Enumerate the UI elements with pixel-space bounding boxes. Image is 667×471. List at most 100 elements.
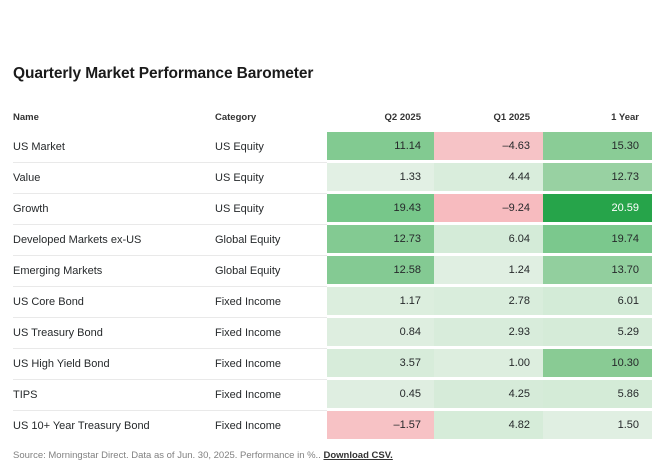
table-row: US Core Bond Fixed Income 1.17 2.78 6.01 [13, 286, 652, 317]
value-cell-1-year: 20.59 [543, 193, 652, 224]
row-name: Growth [13, 193, 215, 224]
column-header-q2-2025: Q2 2025 [384, 112, 421, 123]
value-cell-q1-2025: –9.24 [434, 193, 543, 224]
value-cell-1-year: 5.29 [543, 317, 652, 348]
table-row: Value US Equity 1.33 4.44 12.73 [13, 162, 652, 193]
row-name: US Market [13, 140, 65, 153]
value-cell-q2-2025: –1.57 [327, 410, 434, 441]
value-chip: –9.24 [434, 194, 543, 222]
value-cell-q1-2025: 4.25 [434, 379, 543, 410]
row-category: Fixed Income [215, 379, 327, 410]
value-cell-q2-2025: 11.14 [327, 131, 434, 162]
row-category: US Equity [215, 140, 264, 153]
table-row: Emerging Markets Global Equity 12.58 1.2… [13, 255, 652, 286]
value-chip: 2.93 [434, 318, 543, 346]
value-chip: 0.84 [327, 318, 434, 346]
value-chip: 20.59 [543, 194, 652, 222]
value-chip: 12.58 [327, 256, 434, 284]
row-category: Fixed Income [215, 410, 327, 441]
value-chip: 2.78 [434, 287, 543, 315]
download-csv-link[interactable]: Download CSV. [323, 450, 393, 461]
value-cell-q1-2025: 2.78 [434, 286, 543, 317]
value-chip: 4.44 [434, 163, 543, 191]
value-cell-q2-2025: 0.84 [327, 317, 434, 348]
value-chip: 13.70 [543, 256, 652, 284]
value-chip: 1.50 [543, 411, 652, 439]
value-chip: 6.04 [434, 225, 543, 253]
table-header-row: Name Category Q2 2025 Q1 2025 1 Year [13, 112, 652, 124]
value-chip: 5.29 [543, 318, 652, 346]
row-name: US High Yield Bond [13, 348, 215, 379]
row-name: Developed Markets ex-US [13, 224, 215, 255]
value-cell-q1-2025: 2.93 [434, 317, 543, 348]
value-chip: 4.25 [434, 380, 543, 408]
row-category: US Equity [215, 162, 327, 193]
value-cell-1-year: 15.30 [543, 131, 652, 162]
value-cell-1-year: 6.01 [543, 286, 652, 317]
value-chip: 12.73 [327, 225, 434, 253]
table-row: Growth US Equity 19.43 –9.24 20.59 [13, 193, 652, 224]
value-cell-q2-2025: 3.57 [327, 348, 434, 379]
row-category: Global Equity [215, 224, 327, 255]
value-chip: 3.57 [327, 349, 434, 377]
value-cell-q2-2025: 12.73 [327, 224, 434, 255]
value-chip: 6.01 [543, 287, 652, 315]
value-cell-q1-2025: 4.44 [434, 162, 543, 193]
value-cell-1-year: 5.86 [543, 379, 652, 410]
table-row: TIPS Fixed Income 0.45 4.25 5.86 [13, 379, 652, 410]
value-cell-1-year: 13.70 [543, 255, 652, 286]
table-row: US 10+ Year Treasury Bond Fixed Income –… [13, 410, 652, 441]
column-header-q1-2025: Q1 2025 [493, 112, 530, 123]
value-chip: 1.24 [434, 256, 543, 284]
value-chip: 1.33 [327, 163, 434, 191]
column-header-category: Category [215, 112, 257, 123]
source-text: Source: Morningstar Direct. Data as of J… [13, 450, 321, 461]
row-name: US Core Bond [13, 286, 215, 317]
row-name: Emerging Markets [13, 255, 215, 286]
column-header-name: Name [13, 112, 39, 123]
value-chip: 19.43 [327, 194, 434, 222]
row-name: US 10+ Year Treasury Bond [13, 410, 215, 441]
row-category: Fixed Income [215, 317, 327, 348]
value-cell-1-year: 10.30 [543, 348, 652, 379]
table-row: Developed Markets ex-US Global Equity 12… [13, 224, 652, 255]
value-cell-q1-2025: 1.24 [434, 255, 543, 286]
value-cell-q1-2025: 1.00 [434, 348, 543, 379]
value-chip: 0.45 [327, 380, 434, 408]
value-cell-q2-2025: 12.58 [327, 255, 434, 286]
table-row: US Market US Equity 11.14 –4.63 15.30 [13, 131, 652, 162]
table-body: US Market US Equity 11.14 –4.63 15.30 Va… [0, 131, 667, 441]
performance-table: Name Category Q2 2025 Q1 2025 1 Year US … [0, 112, 667, 441]
value-cell-q2-2025: 1.33 [327, 162, 434, 193]
value-chip: –4.63 [434, 132, 543, 160]
value-chip: 15.30 [543, 132, 652, 160]
value-cell-q2-2025: 19.43 [327, 193, 434, 224]
row-category: Global Equity [215, 255, 327, 286]
row-category: US Equity [215, 193, 327, 224]
table-row: US Treasury Bond Fixed Income 0.84 2.93 … [13, 317, 652, 348]
value-cell-1-year: 12.73 [543, 162, 652, 193]
value-chip: 11.14 [327, 132, 434, 160]
value-cell-q2-2025: 1.17 [327, 286, 434, 317]
row-name: Value [13, 162, 215, 193]
table-row: US High Yield Bond Fixed Income 3.57 1.0… [13, 348, 652, 379]
value-chip: 19.74 [543, 225, 652, 253]
value-cell-1-year: 1.50 [543, 410, 652, 441]
value-chip: –1.57 [327, 411, 434, 439]
value-chip: 4.82 [434, 411, 543, 439]
value-cell-1-year: 19.74 [543, 224, 652, 255]
column-header-1-year: 1 Year [611, 112, 639, 123]
value-cell-q1-2025: –4.63 [434, 131, 543, 162]
row-category: Fixed Income [215, 286, 327, 317]
value-chip: 10.30 [543, 349, 652, 377]
value-cell-q2-2025: 0.45 [327, 379, 434, 410]
value-chip: 1.00 [434, 349, 543, 377]
value-chip: 5.86 [543, 380, 652, 408]
value-cell-q1-2025: 6.04 [434, 224, 543, 255]
value-cell-q1-2025: 4.82 [434, 410, 543, 441]
value-chip: 1.17 [327, 287, 434, 315]
row-category: Fixed Income [215, 348, 327, 379]
row-name: US Treasury Bond [13, 317, 215, 348]
value-chip: 12.73 [543, 163, 652, 191]
